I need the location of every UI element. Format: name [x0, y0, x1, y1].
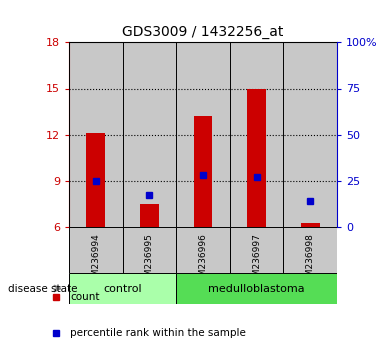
Bar: [69, 227, 123, 273]
Bar: [123, 42, 176, 227]
Text: medulloblastoma: medulloblastoma: [208, 284, 305, 293]
Bar: [69, 273, 176, 304]
Bar: [193, 116, 212, 227]
Bar: [176, 273, 337, 304]
Bar: [230, 42, 283, 227]
Bar: [69, 42, 123, 227]
Text: count: count: [70, 292, 100, 302]
Text: GSM236998: GSM236998: [306, 234, 315, 289]
Text: GSM236997: GSM236997: [252, 234, 261, 289]
Text: GSM236995: GSM236995: [145, 234, 154, 289]
Bar: [140, 204, 159, 227]
Text: control: control: [103, 284, 142, 293]
Bar: [87, 133, 105, 227]
Text: disease state: disease state: [8, 284, 77, 293]
Bar: [283, 42, 337, 227]
Text: percentile rank within the sample: percentile rank within the sample: [70, 328, 246, 338]
Bar: [301, 223, 319, 227]
Bar: [247, 88, 266, 227]
Title: GDS3009 / 1432256_at: GDS3009 / 1432256_at: [122, 25, 284, 39]
Text: GSM236996: GSM236996: [198, 234, 208, 289]
Bar: [283, 227, 337, 273]
Bar: [123, 227, 176, 273]
Text: GSM236994: GSM236994: [91, 234, 100, 288]
Bar: [176, 227, 230, 273]
Bar: [176, 42, 230, 227]
Bar: [230, 227, 283, 273]
